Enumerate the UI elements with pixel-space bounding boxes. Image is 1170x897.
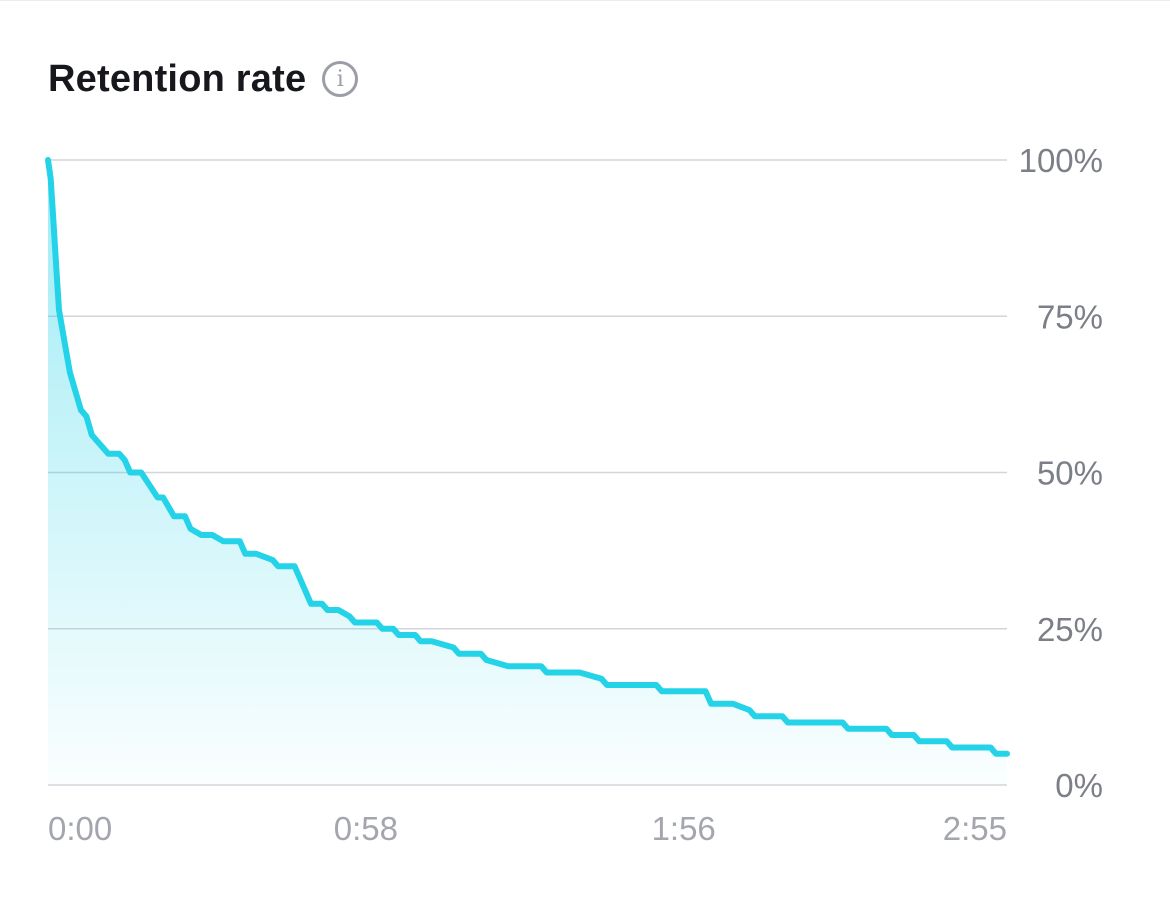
y-tick-label: 75% xyxy=(1037,298,1103,335)
x-tick-label: 0:00 xyxy=(48,810,112,847)
info-icon[interactable]: i xyxy=(322,61,359,97)
x-axis-labels: 0:00 0:58 1:56 2:55 xyxy=(48,810,1007,847)
y-tick-label: 0% xyxy=(1055,767,1103,804)
top-divider xyxy=(0,0,1170,1)
retention-area xyxy=(48,160,1007,785)
y-tick-label: 50% xyxy=(1037,455,1103,492)
card-header: Retention rate i xyxy=(48,54,359,104)
chart-title: Retention rate xyxy=(48,57,307,100)
retention-line xyxy=(45,157,1010,757)
y-tick-label: 25% xyxy=(1037,611,1103,648)
x-tick-label: 1:56 xyxy=(652,810,716,847)
x-tick-label: 0:58 xyxy=(334,810,398,847)
y-tick-label: 100% xyxy=(1019,142,1103,179)
x-tick-label: 2:55 xyxy=(943,810,1007,847)
y-axis-labels: 0% 25% 50% 75% 100% xyxy=(1019,142,1103,804)
